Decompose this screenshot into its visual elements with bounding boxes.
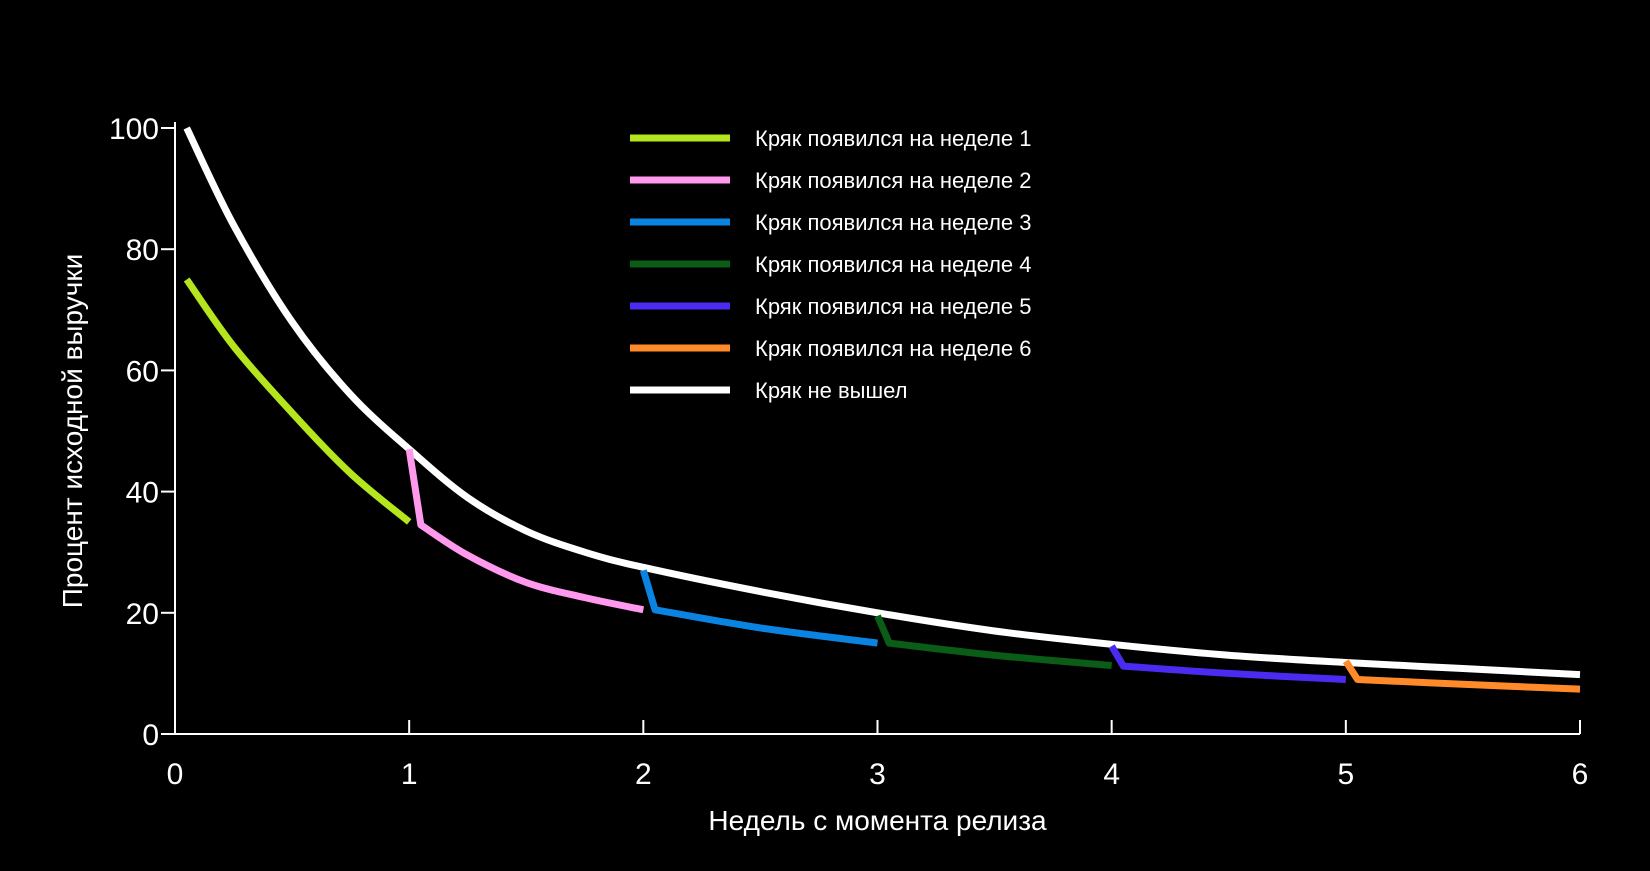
series-line-1 [183, 277, 412, 525]
x-tick-label: 5 [1337, 758, 1354, 791]
series-line-3 [639, 569, 878, 647]
x-tick-label: 4 [1103, 758, 1120, 791]
legend-label: Кряк появился на неделе 4 [755, 252, 1032, 277]
series-line-5 [1108, 644, 1347, 683]
y-axis-title: Процент исходной выручки [57, 254, 88, 608]
legend: Кряк появился на неделе 1 Кряк появился н… [630, 126, 1032, 403]
legend-label: Кряк появился на неделе 1 [755, 126, 1032, 151]
legend-label: Кряк не вышел [755, 378, 907, 403]
x-tick-label: 1 [401, 758, 418, 791]
legend-label: Кряк появился на неделе 6 [755, 336, 1032, 361]
y-tick-label: 40 [126, 477, 159, 510]
y-tick-label: 60 [126, 355, 159, 388]
y-tick-label: 0 [142, 719, 159, 752]
y-tick-label: 80 [126, 234, 159, 267]
series-line-2 [405, 448, 645, 614]
legend-label: Кряк появился на неделе 2 [755, 168, 1032, 193]
series-line-4 [874, 614, 1112, 670]
x-axis-title: Недель с момента релиза [708, 805, 1047, 836]
x-tick-label: 2 [635, 758, 652, 791]
series-line-6 [1342, 659, 1581, 693]
y-tick-label: 20 [126, 598, 159, 631]
series-line-7 [183, 126, 1581, 679]
x-tick-label: 0 [167, 758, 184, 791]
series-lines [183, 126, 1581, 693]
legend-label: Кряк появился на неделе 3 [755, 210, 1032, 235]
x-tick-label: 6 [1572, 758, 1589, 791]
y-tick-label: 100 [109, 113, 159, 146]
legend-label: Кряк появился на неделе 5 [755, 294, 1032, 319]
x-tick-label: 3 [869, 758, 886, 791]
